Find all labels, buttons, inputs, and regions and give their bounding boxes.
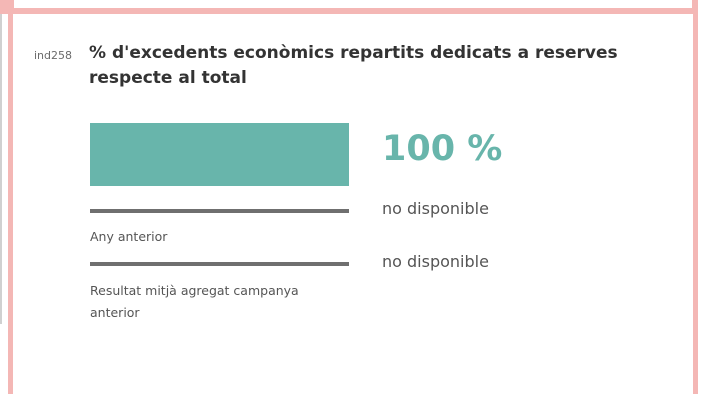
frame-top-inner: [14, 0, 692, 8]
indicator-title: % d'excedents econòmics repartits dedica…: [89, 43, 618, 88]
aggregate-label: Resultat mitjà agregat campanya anterior: [90, 283, 299, 320]
previous-year-value: no disponible: [382, 199, 489, 218]
previous-year-line: [90, 209, 349, 213]
previous-year-label: Any anterior: [90, 229, 168, 244]
aggregate-line: [90, 262, 349, 266]
current-value-bar: [90, 123, 349, 186]
indicator-code: ind258: [34, 49, 73, 62]
frame-left-border: [8, 0, 13, 394]
frame-right-edge: [698, 0, 702, 394]
frame-left-rule: [0, 14, 2, 324]
aggregate-value: no disponible: [382, 252, 489, 271]
current-value: 100 %: [382, 129, 503, 169]
frame-right-border: [693, 0, 698, 394]
